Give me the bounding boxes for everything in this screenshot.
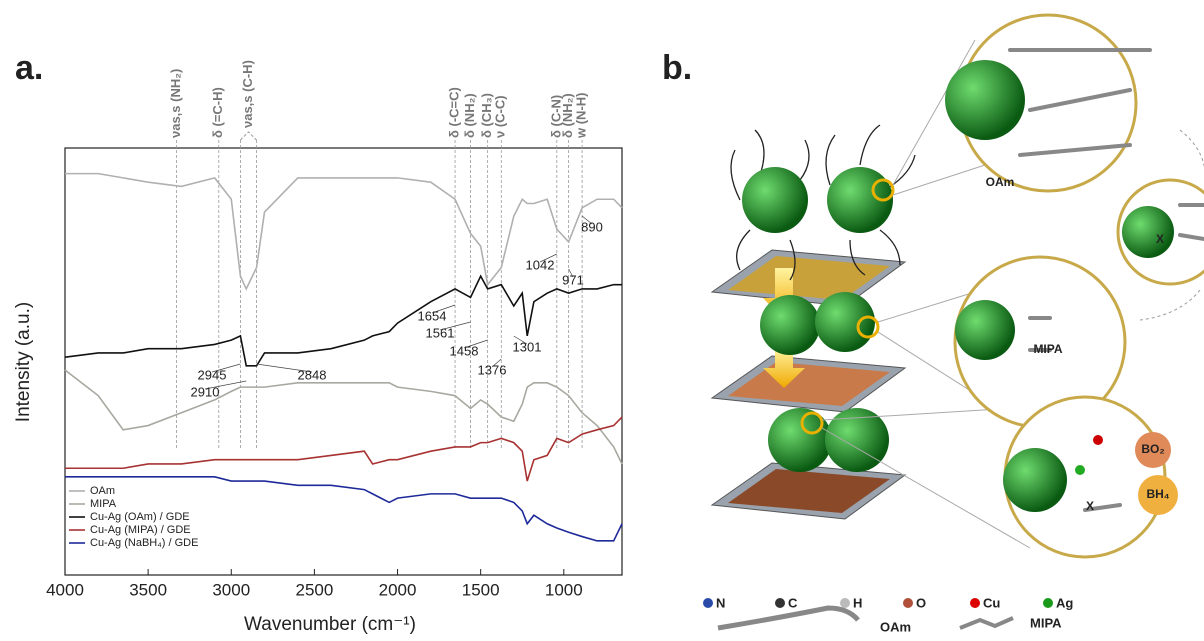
molecule-label: OAm [880, 619, 911, 634]
peak-leader [513, 335, 528, 345]
legend-atom: H [853, 595, 862, 610]
band-label: δ (NH₂) [560, 93, 575, 138]
zoom-label: OAm [986, 175, 1015, 189]
peak-label: 1458 [450, 343, 479, 358]
legend-label: Cu-Ag (OAm) / GDE [90, 511, 190, 523]
blocked-mark: X [1156, 232, 1164, 246]
y-axis-title: Intensity (a.u.) [13, 302, 34, 422]
band-label: δ (CH₃) [479, 93, 494, 138]
band-label: w (N-H) [574, 93, 589, 140]
legend-label: Cu-Ag (MIPA) / GDE [90, 524, 191, 536]
spectrum-line [64, 369, 623, 465]
species-label: BO₂ [1141, 442, 1164, 456]
peak-label: 2910 [191, 384, 220, 399]
peak-label: 971 [562, 272, 584, 287]
spectrum-line [65, 172, 623, 291]
x-axis-title: Wavenumber (cm⁻¹) [244, 614, 416, 635]
schematic [703, 13, 1204, 631]
peak-leader [491, 358, 502, 368]
peak-leader [568, 268, 574, 278]
spectrum-line [64, 274, 622, 367]
peak-label: 1376 [478, 362, 507, 377]
zoom-label: MIPA [1033, 342, 1062, 356]
spectrum-line [65, 475, 623, 542]
x-tick-label: 1000 [545, 580, 583, 599]
peak-label: 1301 [513, 339, 542, 354]
band-label: νas,s (NH₂) [168, 69, 183, 138]
legend-atom: Cu [983, 595, 1000, 610]
legend-label: MIPA [90, 498, 117, 510]
x-tick-label: 2500 [295, 580, 333, 599]
x-tick-label: 4000 [46, 580, 84, 599]
legend-box [66, 482, 256, 572]
panel-label: b. [662, 49, 692, 87]
peak-leader [439, 321, 471, 331]
molecule-label: MIPA [1030, 615, 1062, 630]
peak-leader [463, 339, 488, 349]
peak-label: 1561 [426, 325, 455, 340]
peak-leader [204, 380, 247, 390]
band-label: δ (-C=C) [447, 87, 462, 138]
legend-atom: N [716, 595, 725, 610]
legend-atom: O [916, 595, 926, 610]
peak-label: 1042 [526, 257, 555, 272]
peak-leader [256, 363, 313, 373]
legend-label: OAm [90, 485, 115, 497]
legend-atom: C [788, 595, 798, 610]
blocked-mark: X [1086, 499, 1094, 513]
band-label: δ (C-N) [548, 95, 563, 138]
species-label: BH₄ [1146, 487, 1169, 501]
panel-label: a. [15, 49, 43, 87]
legend-label: Cu-Ag (NaBH₄) / GDE [90, 537, 198, 549]
plot-frame [64, 147, 623, 576]
band-label: νas,s (C-H) [240, 60, 255, 128]
peak-leader [431, 304, 456, 314]
peak-leader [581, 215, 593, 225]
peak-leader [211, 363, 241, 373]
band-label: δ (NH₂) [462, 93, 477, 138]
spectrum-line [65, 416, 623, 482]
x-tick-label: 3500 [129, 580, 167, 599]
peak-label: 890 [581, 219, 603, 234]
peak-label: 2848 [298, 367, 327, 382]
band-label: δ (=C-H) [210, 87, 225, 138]
legend-atom: Ag [1056, 595, 1073, 610]
band-bracket [240, 131, 257, 141]
band-label: ν (C-C) [493, 95, 508, 138]
peak-label: 1654 [418, 308, 447, 323]
peak-label: 2945 [198, 367, 227, 382]
x-tick-label: 3000 [212, 580, 250, 599]
x-tick-label: 1500 [462, 580, 500, 599]
x-tick-label: 2000 [379, 580, 417, 599]
peak-leader [539, 253, 557, 263]
